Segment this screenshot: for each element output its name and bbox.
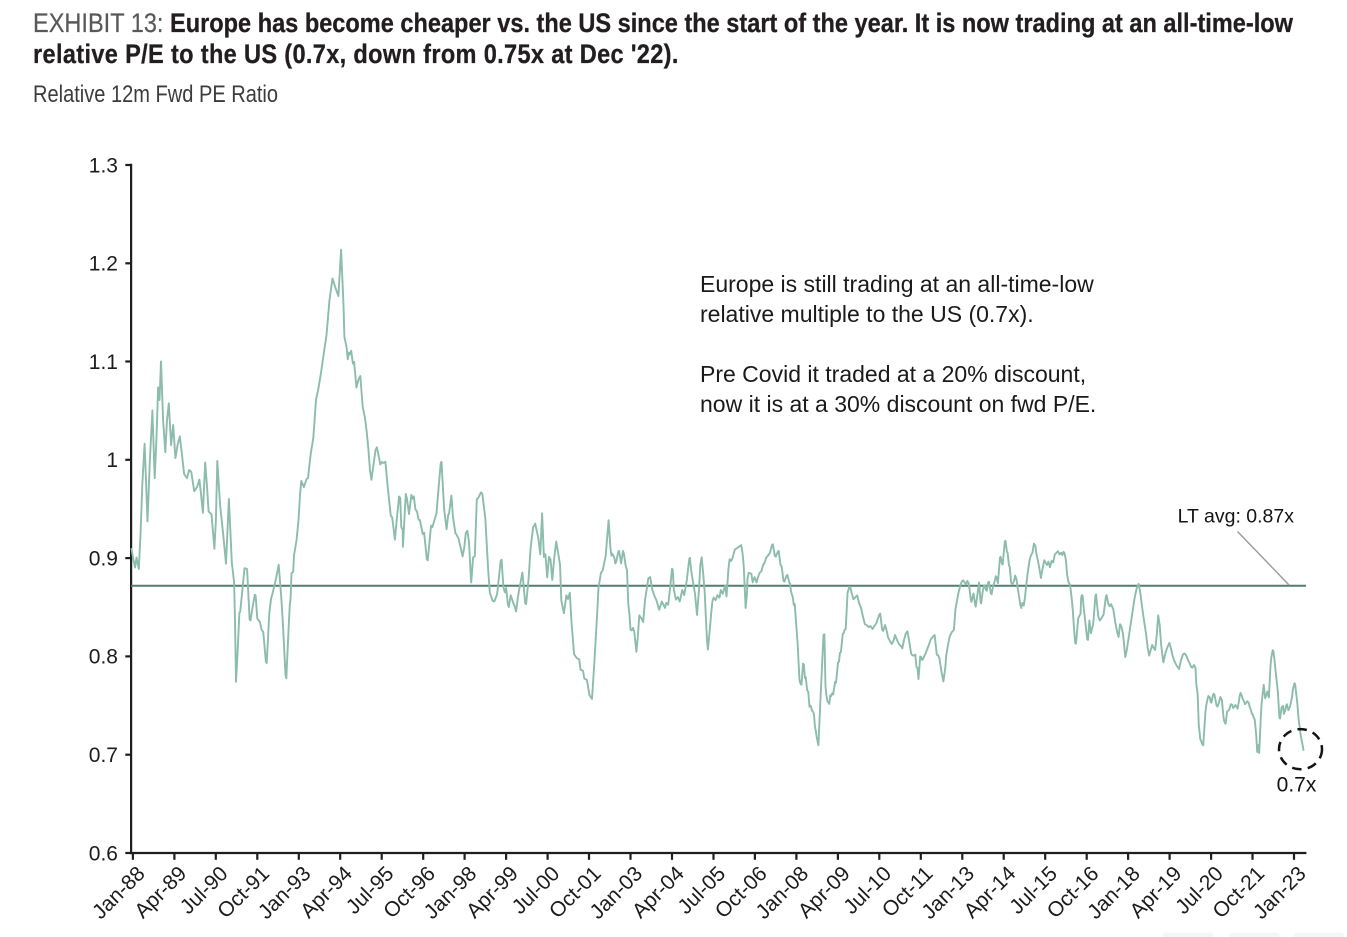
svg-text:1.1: 1.1	[89, 351, 118, 374]
svg-text:1: 1	[106, 449, 118, 472]
svg-text:1.3: 1.3	[89, 154, 118, 177]
svg-text:0.9: 0.9	[89, 547, 118, 570]
svg-text:0.7x: 0.7x	[1277, 774, 1317, 797]
svg-text:1.2: 1.2	[89, 253, 118, 276]
svg-text:0.8: 0.8	[89, 646, 118, 669]
svg-text:0.6: 0.6	[89, 842, 118, 865]
svg-text:0.7: 0.7	[89, 744, 118, 767]
svg-text:LT avg: 0.87x: LT avg: 0.87x	[1178, 505, 1295, 527]
